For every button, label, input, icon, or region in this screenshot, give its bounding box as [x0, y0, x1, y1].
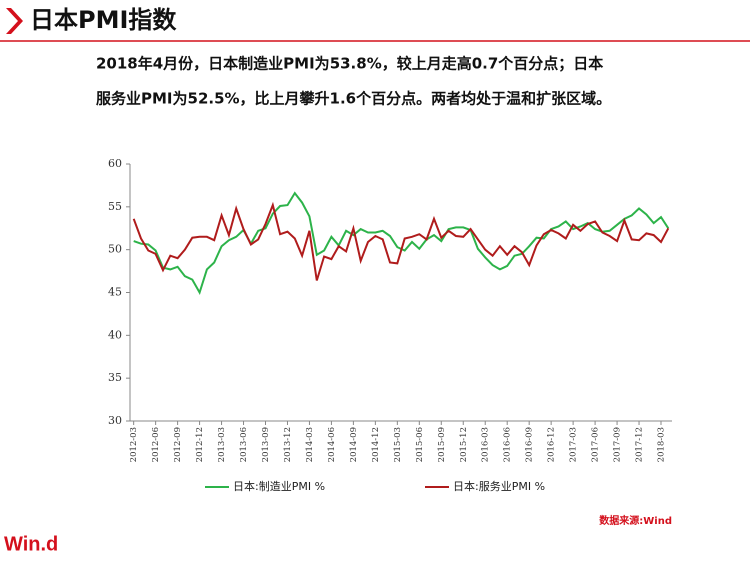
plot: 30 35 40 45 50 55 60 2012-03 2012-06 2012-09 2012-… — [108, 157, 672, 493]
x-tick-label: 2016-03 — [481, 427, 491, 462]
x-tick-label: 2013-12 — [283, 427, 293, 462]
x-tick-label: 2013-03 — [217, 427, 227, 462]
x-tick-label: 2012-12 — [195, 427, 205, 462]
y-tick-label: 35 — [108, 371, 122, 384]
slide-title: 日本PMI指数 — [30, 6, 177, 34]
logo: Win.d — [4, 533, 58, 555]
source: 数据来源:Wind — [599, 514, 672, 527]
y-tick-label: 30 — [108, 414, 122, 427]
summary-line: 服务业PMI为52.5%，比上月攀升1.6个百分点。两者均处于温和扩张区域。 — [96, 90, 611, 108]
x-tick-label: 2017-12 — [635, 427, 645, 462]
legend-label: 日本:制造业PMI % — [233, 479, 325, 493]
x-tick-label: 2017-03 — [569, 427, 579, 462]
x-tick-label: 2012-03 — [129, 427, 139, 462]
summary-line: 2018年4月份，日本制造业PMI为53.8%，较上月走高0.7个百分点；日本 — [96, 55, 603, 73]
y-tick-label: 60 — [108, 157, 122, 170]
x-tick-label: 2018-03 — [657, 427, 667, 462]
y-tick-label: 40 — [108, 328, 122, 341]
x-tick-label: 2016-09 — [525, 427, 535, 462]
legend-label: 日本:服务业PMI % — [453, 479, 545, 493]
x-tick-label: 2014-03 — [305, 427, 315, 462]
x-tick-label: 2015-03 — [393, 427, 403, 462]
x-tick-label: 2012-09 — [173, 427, 183, 462]
series-line — [132, 201, 670, 281]
x-tick-label: 2012-06 — [151, 427, 161, 462]
x-tick-label: 2017-09 — [613, 427, 623, 462]
x-tick-label: 2015-12 — [459, 427, 469, 462]
x-tick-label: 2016-06 — [503, 427, 513, 462]
y-tick-label: 45 — [108, 286, 122, 299]
chevron — [6, 8, 23, 34]
x-tick-label: 2015-06 — [415, 427, 425, 462]
x-tick-label: 2013-09 — [261, 427, 271, 462]
series-line — [133, 191, 670, 295]
x-tick-label: 2014-06 — [327, 427, 337, 462]
x-tick-label: 2016-12 — [547, 427, 557, 462]
x-tick-label: 2017-06 — [591, 427, 601, 462]
x-tick-label: 2015-09 — [437, 427, 447, 462]
x-tick-label: 2014-09 — [349, 427, 359, 462]
x-tick-label: 2013-06 — [239, 427, 249, 462]
x-tick-label: 2014-12 — [371, 427, 381, 462]
y-tick-label: 50 — [108, 243, 122, 256]
y-tick-label: 55 — [108, 200, 122, 213]
